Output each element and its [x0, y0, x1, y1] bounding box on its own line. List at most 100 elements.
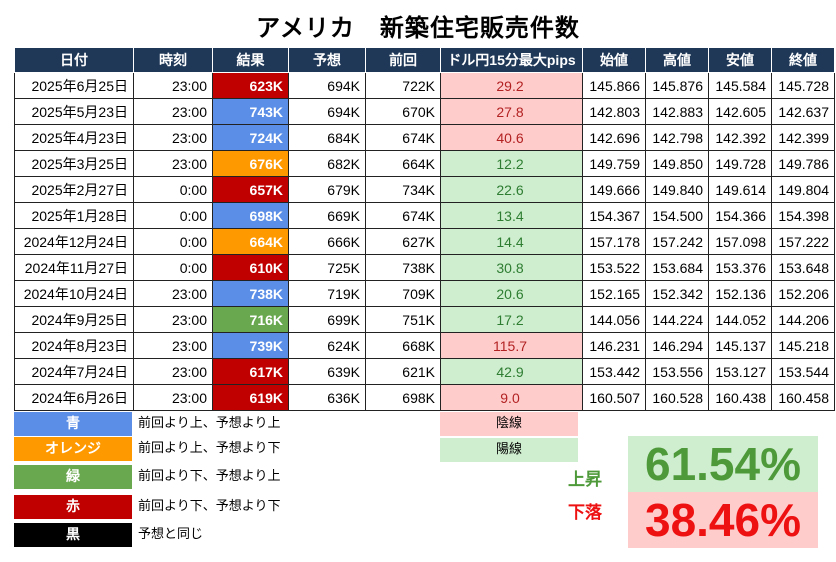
cell-result: 739K: [212, 332, 289, 359]
cell-previous: 670K: [365, 98, 441, 125]
cell-high: 157.242: [645, 228, 709, 255]
legend-row-green: 緑 前回より下、予想より上: [14, 465, 334, 489]
cell-result: 698K: [212, 202, 289, 229]
cell-open: 157.178: [582, 228, 646, 255]
cell-forecast: 666K: [288, 228, 366, 255]
cell-pips: 30.8: [440, 254, 583, 281]
table-row: 2025年1月28日 0:00 698K 669K 674K 13.4 154.367 154…: [14, 202, 835, 229]
header-open: 始値: [582, 47, 646, 73]
cell-high: 160.528: [645, 384, 709, 411]
cell-pips: 40.6: [440, 124, 583, 151]
cell-previous: 674K: [365, 124, 441, 151]
cell-forecast: 639K: [288, 358, 366, 385]
cell-low: 154.366: [708, 202, 772, 229]
cell-high: 142.798: [645, 124, 709, 151]
legend-row-orange: オレンジ 前回より上、予想より下: [14, 437, 334, 461]
down-label: 下落: [568, 503, 602, 523]
cell-previous: 722K: [365, 72, 441, 99]
cell-open: 160.507: [582, 384, 646, 411]
legend-text-black: 予想と同じ: [138, 527, 204, 542]
cell-forecast: 669K: [288, 202, 366, 229]
cell-pips: 9.0: [440, 384, 583, 411]
cell-forecast: 699K: [288, 306, 366, 333]
cell-time: 23:00: [133, 98, 213, 125]
cell-previous: 627K: [365, 228, 441, 255]
cell-time: 23:00: [133, 124, 213, 151]
cell-high: 146.294: [645, 332, 709, 359]
cell-close: 153.648: [771, 254, 835, 281]
cell-time: 0:00: [133, 254, 213, 281]
cell-pips: 22.6: [440, 176, 583, 203]
cell-high: 153.556: [645, 358, 709, 385]
cell-high: 153.684: [645, 254, 709, 281]
table-row: 2024年11月27日 0:00 610K 725K 738K 30.8 153.522 15…: [14, 254, 835, 281]
legend-swatch-orange: オレンジ: [14, 437, 132, 461]
cell-date: 2025年6月25日: [14, 72, 134, 99]
cell-low: 142.392: [708, 124, 772, 151]
cell-date: 2024年12月24日: [14, 228, 134, 255]
cell-low: 145.584: [708, 72, 772, 99]
cell-low: 157.098: [708, 228, 772, 255]
cell-low: 152.136: [708, 280, 772, 307]
cell-time: 23:00: [133, 150, 213, 177]
cell-close: 145.728: [771, 72, 835, 99]
up-label: 上昇: [568, 470, 602, 490]
cell-forecast: 636K: [288, 384, 366, 411]
cell-open: 154.367: [582, 202, 646, 229]
cell-date: 2025年1月28日: [14, 202, 134, 229]
legend-swatch-red: 赤: [14, 495, 132, 519]
cell-result: 664K: [212, 228, 289, 255]
cell-pips: 42.9: [440, 358, 583, 385]
candle-legend-yin: 陰線: [440, 412, 578, 436]
cell-forecast: 624K: [288, 332, 366, 359]
cell-previous: 698K: [365, 384, 441, 411]
cell-close: 154.398: [771, 202, 835, 229]
cell-high: 145.876: [645, 72, 709, 99]
cell-result: 676K: [212, 150, 289, 177]
cell-high: 149.840: [645, 176, 709, 203]
cell-date: 2024年10月24日: [14, 280, 134, 307]
cell-pips: 20.6: [440, 280, 583, 307]
up-percentage: 61.54%: [628, 436, 818, 492]
cell-result: 724K: [212, 124, 289, 151]
cell-previous: 751K: [365, 306, 441, 333]
table-row: 2024年9月25日 23:00 716K 699K 751K 17.2 144.056 14…: [14, 306, 835, 333]
cell-previous: 621K: [365, 358, 441, 385]
legend-row-blue: 青 前回より上、予想より上: [14, 412, 334, 436]
cell-open: 145.866: [582, 72, 646, 99]
cell-time: 23:00: [133, 72, 213, 99]
cell-high: 154.500: [645, 202, 709, 229]
cell-pips: 17.2: [440, 306, 583, 333]
cell-date: 2024年7月24日: [14, 358, 134, 385]
cell-time: 23:00: [133, 306, 213, 333]
cell-open: 153.522: [582, 254, 646, 281]
cell-time: 23:00: [133, 358, 213, 385]
cell-previous: 664K: [365, 150, 441, 177]
cell-forecast: 694K: [288, 72, 366, 99]
cell-open: 142.803: [582, 98, 646, 125]
cell-close: 149.786: [771, 150, 835, 177]
table-row: 2025年2月27日 0:00 657K 679K 734K 22.6 149.666 149…: [14, 176, 835, 203]
cell-close: 160.458: [771, 384, 835, 411]
table-row: 2024年12月24日 0:00 664K 666K 627K 14.4 157.178 15…: [14, 228, 835, 255]
table-row: 2025年6月25日 23:00 623K 694K 722K 29.2 145.866 14…: [14, 72, 835, 99]
cell-date: 2025年2月27日: [14, 176, 134, 203]
legend-swatch-black: 黒: [14, 523, 132, 547]
cell-forecast: 679K: [288, 176, 366, 203]
cell-low: 142.605: [708, 98, 772, 125]
cell-high: 142.883: [645, 98, 709, 125]
cell-result: 738K: [212, 280, 289, 307]
cell-open: 149.666: [582, 176, 646, 203]
cell-previous: 668K: [365, 332, 441, 359]
header-low: 安値: [708, 47, 772, 73]
header-result: 結果: [212, 47, 289, 73]
cell-pips: 13.4: [440, 202, 583, 229]
cell-open: 142.696: [582, 124, 646, 151]
legend-text-green: 前回より下、予想より上: [138, 469, 281, 484]
cell-pips: 29.2: [440, 72, 583, 99]
cell-previous: 738K: [365, 254, 441, 281]
table-row: 2024年8月23日 23:00 739K 624K 668K 115.7 146.231 1…: [14, 332, 835, 359]
cell-result: 610K: [212, 254, 289, 281]
cell-forecast: 719K: [288, 280, 366, 307]
legend-row-black: 黒 予想と同じ: [14, 523, 334, 547]
